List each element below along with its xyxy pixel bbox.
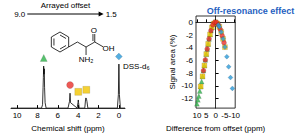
svg-text:2: 2 [96, 111, 101, 120]
svg-text:8: 8 [35, 111, 40, 120]
svg-text:-12: -12 [181, 94, 193, 103]
svg-text:0: 0 [213, 111, 218, 120]
svg-text:Difference from offset (ppm): Difference from offset (ppm) [166, 124, 266, 133]
svg-text:NH₂: NH₂ [79, 55, 94, 64]
svg-text:Off-resonance effect: Off-resonance effect [207, 6, 295, 16]
svg-text:1.5: 1.5 [106, 10, 118, 19]
svg-text:-10: -10 [181, 81, 193, 90]
svg-text:5: 5 [204, 111, 209, 120]
svg-text:0: 0 [117, 111, 122, 120]
svg-text:6: 6 [56, 111, 61, 120]
svg-text:-5: -5 [221, 110, 229, 120]
svg-text:Chemical shift (ppm): Chemical shift (ppm) [31, 124, 105, 133]
svg-text:Arrayed offset: Arrayed offset [41, 1, 91, 10]
svg-text:10: 10 [192, 111, 201, 120]
svg-text:10: 10 [13, 111, 22, 120]
svg-text:O: O [91, 26, 97, 35]
svg-text:-4: -4 [186, 43, 194, 52]
svg-text:-6: -6 [186, 56, 194, 65]
svg-text:-2: -2 [186, 31, 194, 40]
svg-text:OH: OH [102, 44, 114, 53]
svg-text:9.0: 9.0 [14, 10, 26, 19]
svg-text:DSS-d₆: DSS-d₆ [123, 62, 150, 71]
svg-text:0: 0 [189, 18, 194, 27]
svg-text:-8: -8 [186, 69, 194, 78]
svg-text:4: 4 [76, 111, 81, 120]
svg-text:-10: -10 [228, 111, 240, 120]
svg-text:Signal area (%): Signal area (%) [168, 34, 177, 89]
